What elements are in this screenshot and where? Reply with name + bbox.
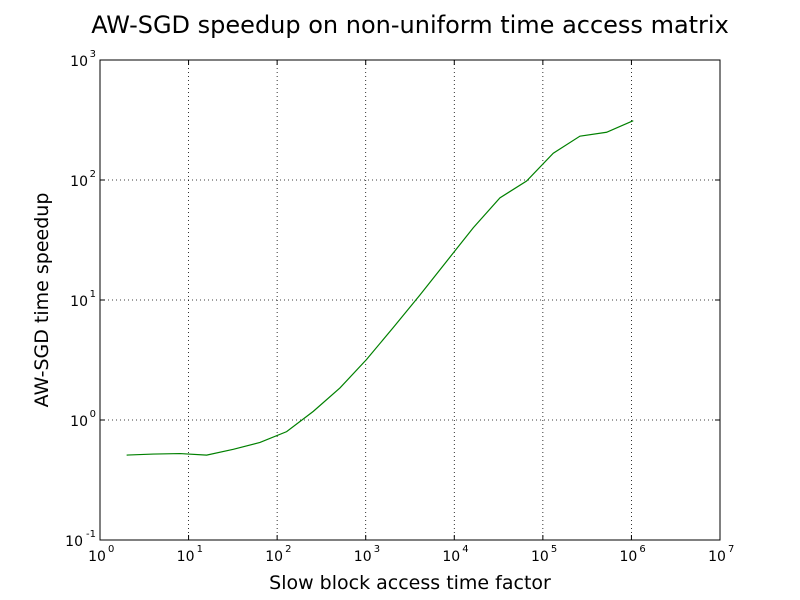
x-tick-exponent: 0 <box>108 544 114 555</box>
y-tick-label: 10 <box>70 414 88 430</box>
y-tick-exponent: 3 <box>90 49 96 60</box>
x-tick-label: 10 <box>442 549 460 565</box>
grid-layer <box>100 60 720 540</box>
x-tick-exponent: 3 <box>374 544 380 555</box>
y-tick-exponent: 2 <box>90 169 96 180</box>
x-tick-label: 10 <box>265 549 283 565</box>
x-tick-exponent: 1 <box>197 544 203 555</box>
x-tick-label: 10 <box>531 549 549 565</box>
y-tick-exponent: -1 <box>86 529 96 540</box>
x-tick-exponent: 7 <box>728 544 734 555</box>
y-tick-label: 10 <box>70 174 88 190</box>
series-line <box>126 120 634 456</box>
series-layer <box>126 120 634 456</box>
y-tick-exponent: 0 <box>90 409 96 420</box>
x-tick-label: 10 <box>708 549 726 565</box>
y-tick-exponent: 1 <box>90 289 96 300</box>
x-axis-label: Slow block access time factor <box>269 572 551 594</box>
chart-title: AW-SGD speedup on non-uniform time acces… <box>91 11 729 39</box>
y-tick-label: 10 <box>70 54 88 70</box>
y-tick-label: 10 <box>70 294 88 310</box>
x-tick-exponent: 4 <box>462 544 468 555</box>
y-tick-label: 10 <box>65 534 83 550</box>
x-tick-label: 10 <box>177 549 195 565</box>
tick-layer: 10 0 10 1 10 2 10 3 10 4 10 5 10 6 10 710 -110 010 110 210 3 <box>65 49 734 565</box>
x-tick-label: 10 <box>354 549 372 565</box>
x-tick-exponent: 2 <box>285 544 291 555</box>
y-axis-label: AW-SGD time speedup <box>31 193 53 408</box>
x-tick-exponent: 5 <box>551 544 557 555</box>
x-tick-label: 10 <box>620 549 638 565</box>
x-tick-exponent: 6 <box>639 544 645 555</box>
x-tick-label: 10 <box>88 549 106 565</box>
